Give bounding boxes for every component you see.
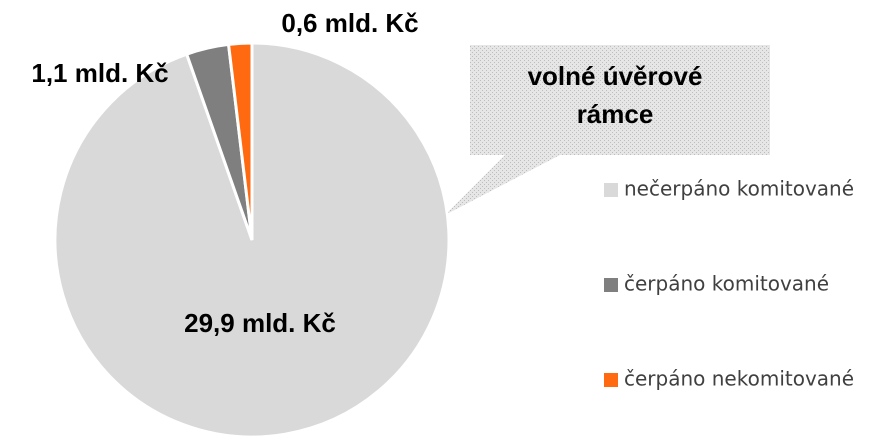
callout-box [445, 45, 770, 215]
legend-label: čerpáno komitované [624, 272, 829, 296]
data-label: 1,1 mld. Kč [31, 58, 168, 88]
annotation: rámce [577, 99, 654, 129]
data-label: 29,9 mld. Kč [184, 308, 336, 338]
annotation: volné úvěrové [528, 61, 703, 91]
data-label: 0,6 mld. Kč [281, 8, 418, 38]
legend-label: nečerpáno komitované [624, 177, 854, 201]
pie-slice [226, 41, 254, 241]
legend-swatch [604, 373, 618, 387]
legend-label: čerpáno nekomitované [624, 367, 854, 391]
legend-swatch [604, 183, 618, 197]
legend-swatch [604, 278, 618, 292]
